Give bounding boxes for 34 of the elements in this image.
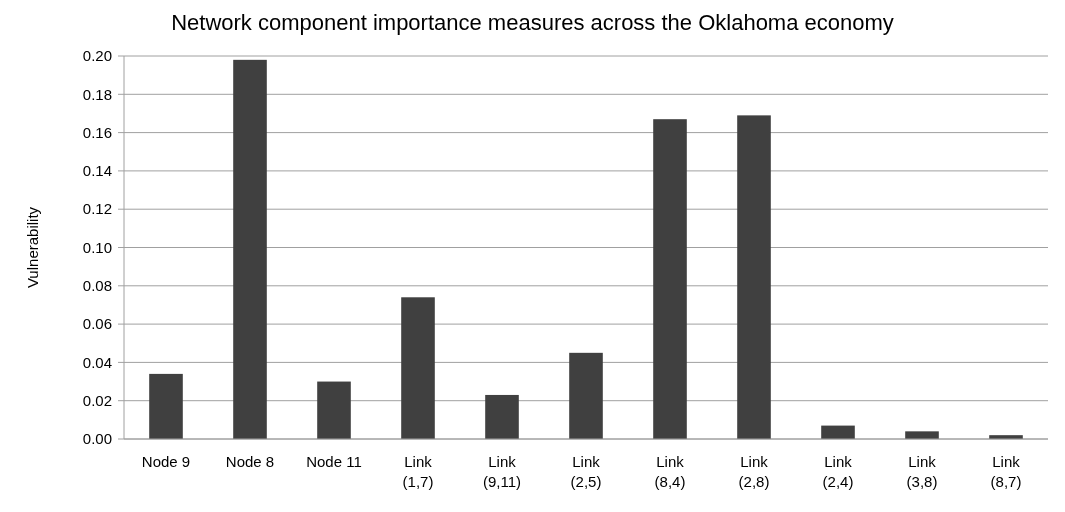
x-tick-label: Node 9 (141, 453, 191, 470)
bar (233, 59, 267, 439)
x-tick-label: Link (8,7) (990, 453, 1022, 490)
x-tick-label: Node 11 (306, 453, 362, 470)
y-tick-label: 0.06 (82, 315, 112, 333)
x-tick-label: Link (2,8) (738, 453, 770, 490)
y-tick-label: 0.16 (82, 123, 112, 141)
y-tick-label: 0.02 (82, 391, 112, 409)
bar (569, 352, 603, 439)
y-tick-label: 0.08 (82, 277, 112, 295)
y-axis-title: Vulnerability (24, 206, 41, 289)
x-tick-label: Link (2,4) (822, 453, 854, 490)
bar (653, 119, 687, 439)
bar (905, 431, 939, 439)
bar (149, 373, 183, 439)
y-tick-label: 0.20 (82, 47, 112, 65)
bar (737, 115, 771, 439)
bar (401, 297, 435, 439)
y-tick-label: 0.12 (82, 200, 112, 218)
y-tick-label: 0.00 (82, 430, 112, 448)
y-tick-label: 0.18 (82, 85, 112, 103)
x-tick-label: Node 8 (225, 453, 275, 470)
y-tick-label: 0.04 (82, 353, 112, 371)
y-tick-label: 0.10 (82, 238, 112, 256)
bar (821, 425, 855, 439)
x-tick-label: Link (1,7) (402, 453, 434, 490)
y-tick-label: 0.14 (82, 162, 112, 180)
chart-title: Network component importance measures across the Oklahoma economy (171, 10, 894, 35)
x-tick-label: Link (8,4) (654, 453, 686, 490)
x-tick-label: Link (2,5) (570, 453, 602, 490)
x-tick-label: Link (3,8) (906, 453, 938, 490)
bar (485, 394, 519, 439)
bar (317, 381, 351, 439)
x-tick-label: Link (9,11) (482, 453, 522, 490)
